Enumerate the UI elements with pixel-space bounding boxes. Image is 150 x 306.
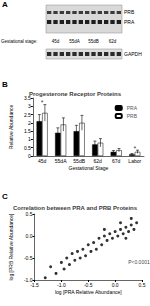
svg-text:55dB: 55dB	[73, 158, 85, 164]
svg-text:*: *	[41, 99, 44, 106]
svg-text:PRB: PRB	[124, 9, 135, 15]
svg-text:A: A	[2, 0, 8, 9]
svg-text:62d: 62d	[109, 39, 117, 44]
svg-text:1: 1	[28, 136, 31, 142]
svg-text:0: 0	[28, 153, 31, 159]
svg-text:62d: 62d	[94, 158, 103, 164]
svg-text:Gestational stage:: Gestational stage:	[1, 39, 37, 44]
svg-text:log [PRB Relative Abundance]: log [PRB Relative Abundance]	[8, 213, 14, 281]
svg-text:log [PRA Relative Abundance]: log [PRA Relative Abundance]	[55, 289, 122, 295]
svg-text:PRB: PRB	[127, 113, 138, 119]
svg-text:3: 3	[28, 103, 31, 109]
svg-text:B: B	[2, 80, 8, 89]
svg-text:PRA: PRA	[124, 19, 135, 25]
svg-text:Labor: Labor	[128, 158, 141, 164]
svg-text:67d: 67d	[112, 158, 121, 164]
svg-text:0.0: 0.0	[112, 282, 119, 288]
svg-text:-0.5: -0.5	[24, 255, 33, 261]
svg-text:-0.5: -0.5	[84, 282, 93, 288]
svg-text:1.5: 1.5	[24, 128, 31, 134]
svg-text:GAPDH: GAPDH	[124, 51, 142, 57]
svg-text:PRA: PRA	[127, 105, 138, 111]
svg-text:0.0: 0.0	[26, 233, 33, 239]
svg-text:45d: 45d	[38, 158, 47, 164]
svg-text:-1.0: -1.0	[57, 282, 66, 288]
svg-text:-1.0: -1.0	[23, 277, 33, 283]
svg-text:0.5: 0.5	[24, 145, 31, 151]
svg-text:0.5: 0.5	[139, 282, 146, 288]
svg-text:0.5: 0.5	[26, 211, 33, 217]
svg-text:55dB: 55dB	[88, 39, 99, 44]
svg-text:Relative Abundance: Relative Abundance	[8, 105, 14, 150]
svg-text:55dA: 55dA	[55, 158, 67, 164]
svg-text:Correlation between PRA and PR: Correlation between PRA and PRB Proteins	[13, 205, 138, 211]
svg-text:C: C	[2, 192, 8, 201]
svg-text:Gestational Stage: Gestational Stage	[69, 165, 109, 171]
svg-text:-1.5: -1.5	[30, 282, 39, 288]
svg-text:45d: 45d	[52, 39, 60, 44]
svg-text:P<0.0001: P<0.0001	[128, 259, 150, 265]
svg-text:Progesterone Receptor Proteins: Progesterone Receptor Proteins	[29, 91, 122, 97]
svg-text:*: *	[133, 145, 136, 152]
svg-text:3.5: 3.5	[23, 95, 31, 101]
svg-text:55dA: 55dA	[69, 39, 80, 44]
svg-text:2.5: 2.5	[24, 112, 31, 118]
svg-text:2: 2	[28, 120, 31, 126]
